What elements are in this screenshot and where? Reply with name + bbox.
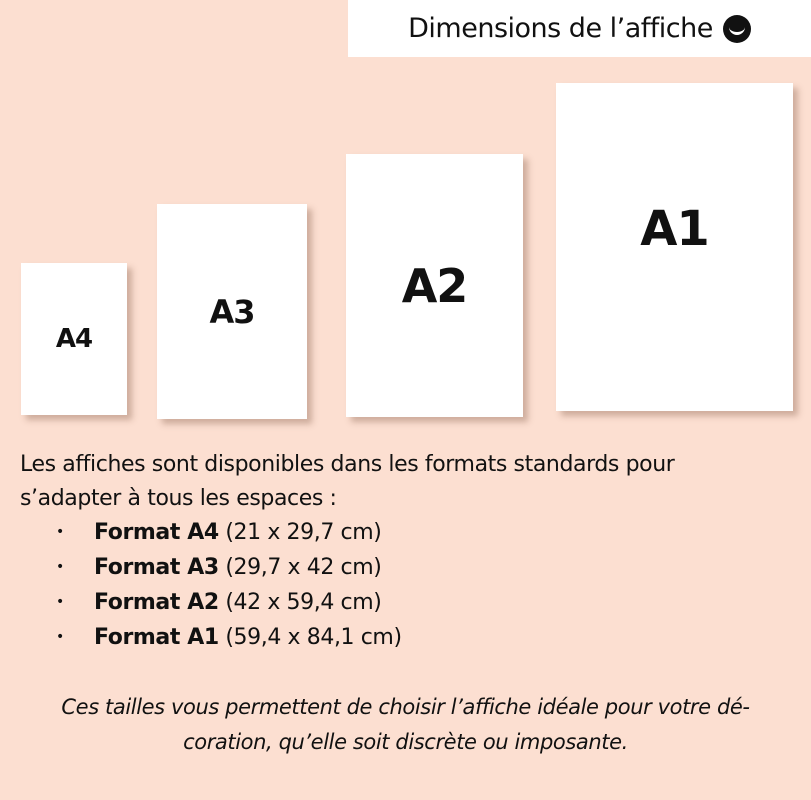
card-a3: A3 xyxy=(157,204,307,419)
card-label: A1 xyxy=(640,201,710,257)
note-line-2: coration, qu’elle soit discrète ou impos… xyxy=(183,730,628,754)
note-line-1: Ces tailles vous permettent de choisir l… xyxy=(61,695,750,719)
format-size: (42 x 59,4 cm) xyxy=(225,590,382,615)
intro-text: Les affiches sont disponibles dans les f… xyxy=(20,452,675,511)
card-label: A2 xyxy=(401,258,469,313)
card-label: A4 xyxy=(55,324,93,354)
list-item: Format A1 (59,4 x 84,1 cm) xyxy=(52,620,402,655)
page-title: Dimensions de l’affiche xyxy=(408,13,713,44)
card-a4: A4 xyxy=(21,263,127,415)
card-a2: A2 xyxy=(346,154,523,417)
format-name: Format A1 xyxy=(94,625,219,650)
format-size: (21 x 29,7 cm) xyxy=(225,520,382,545)
format-name: Format A2 xyxy=(94,590,219,615)
format-list: Format A4 (21 x 29,7 cm) Format A3 (29,7… xyxy=(52,515,402,655)
list-item: Format A4 (21 x 29,7 cm) xyxy=(52,515,402,550)
format-size: (29,7 x 42 cm) xyxy=(225,555,382,580)
brand-smile-icon xyxy=(722,14,751,43)
card-label: A3 xyxy=(209,292,255,331)
title-banner: Dimensions de l’affiche xyxy=(348,0,811,57)
format-name: Format A3 xyxy=(94,555,219,580)
list-item: Format A3 (29,7 x 42 cm) xyxy=(52,550,402,585)
format-size: (59,4 x 84,1 cm) xyxy=(225,625,402,650)
card-a1: A1 xyxy=(556,83,793,411)
note-text: Ces tailles vous permettent de choisir l… xyxy=(20,690,791,760)
format-name: Format A4 xyxy=(94,520,219,545)
list-item: Format A2 (42 x 59,4 cm) xyxy=(52,585,402,620)
